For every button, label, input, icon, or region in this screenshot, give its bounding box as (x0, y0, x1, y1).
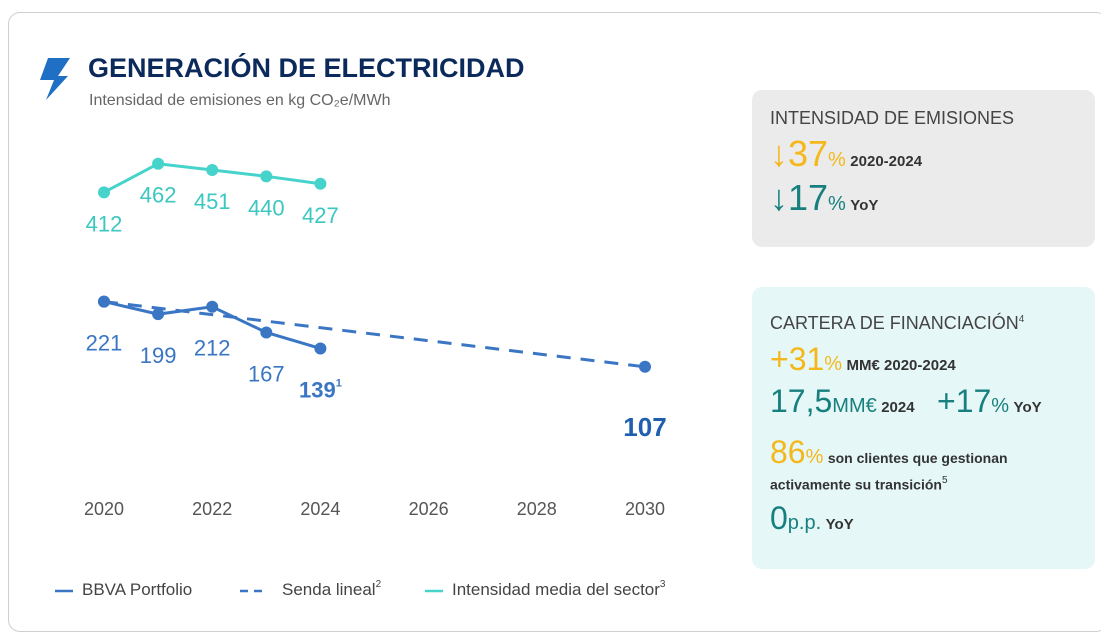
point (152, 308, 165, 321)
stat-unit: % (991, 395, 1010, 417)
page: GENERACIÓN DE ELECTRICIDAD Intensidad de… (8, 12, 1101, 632)
value-label-text: 221 (86, 330, 123, 355)
chart-title: GENERACIÓN DE ELECTRICIDAD (88, 52, 525, 83)
chart: GENERACIÓN DE ELECTRICIDAD Intensidad de… (40, 52, 667, 600)
stat-row: ↓17% YoY (770, 177, 1077, 219)
value-label: 221 (86, 330, 123, 355)
point (260, 170, 273, 183)
stat-text: son clientes que gestionan activamente s… (770, 450, 1008, 493)
stat-text: YoY (825, 516, 854, 534)
x-tick-label: 2022 (192, 499, 232, 519)
stat-row: +31% MM€ 2020-2024 (770, 342, 1077, 383)
stat-value: 0 (770, 500, 788, 537)
stat-value: ↓37 (770, 133, 829, 174)
stat-text: 2024 (881, 399, 915, 416)
financing-panel: CARTERA DE FINANCIACIÓN4 +31% MM€ 2020-2… (752, 287, 1095, 569)
value-label: 440 (248, 195, 285, 220)
x-tick-label: 2020 (84, 499, 124, 519)
stat-text: 2020-2024 (850, 153, 923, 170)
value-label: 1391 (299, 377, 342, 402)
point (98, 295, 110, 308)
footnote: 2 (376, 579, 382, 590)
value-label: 167 (248, 361, 285, 386)
x-tick-label: 2024 (300, 499, 340, 519)
value-label-text: 199 (140, 343, 177, 368)
value-label-text: 167 (248, 361, 285, 386)
bolt-icon (40, 58, 70, 100)
value-label-text: 451 (194, 189, 231, 214)
stat-row: 0p.p. YoY (770, 500, 1077, 537)
value-label: 199 (140, 343, 177, 368)
stat-row: 17,5MM€ 2024 +17% YoY (770, 383, 1077, 425)
legend-label: BBVA Portfolio (82, 580, 192, 599)
stat-value-text: +17 (937, 383, 992, 419)
stat-value: 86 (770, 434, 806, 470)
value-label: 107 (623, 412, 666, 442)
value-label-text: 107 (623, 412, 666, 442)
point (98, 186, 110, 199)
stat-row: 86% son clientes que gestionan activamen… (770, 436, 1077, 496)
value-label: 212 (194, 336, 231, 361)
stat-unit: % (805, 446, 824, 468)
point (152, 157, 165, 170)
value-label-text: 427 (302, 203, 339, 228)
legend-text: BBVA Portfolio (82, 580, 192, 599)
legend-text: Intensidad media del sector (452, 580, 660, 599)
series-line (103, 300, 646, 369)
footnote: 4 (1018, 314, 1025, 325)
value-label-text: 212 (194, 336, 231, 361)
chart-subtitle: Intensidad de emisiones en kg CO₂e/MWh (89, 92, 390, 109)
stat-text: MM€ 2020-2024 (846, 357, 956, 374)
point (314, 342, 327, 355)
footnote: 3 (660, 579, 666, 590)
x-tick-label: 2026 (409, 499, 449, 519)
legend-label: Intensidad media del sector3 (452, 579, 666, 600)
value-label-text: 139 (299, 377, 336, 402)
stat-unit: % (828, 149, 846, 171)
legend-text: Senda lineal (282, 580, 376, 599)
panel-title-text: CARTERA DE FINANCIACIÓN (770, 313, 1019, 333)
panel-title: INTENSIDAD DE EMISIONES (770, 108, 1015, 128)
x-tick-label: 2030 (625, 499, 665, 519)
point (206, 164, 219, 177)
legend-label: Senda lineal2 (282, 579, 382, 600)
stat-value: +31 (770, 341, 825, 377)
value-label: 412 (86, 211, 123, 236)
stat-text: YoY (850, 197, 879, 214)
stat-value: 17,5 (770, 383, 833, 419)
stat-unit: % (828, 193, 846, 215)
point (639, 360, 651, 373)
panel-title: CARTERA DE FINANCIACIÓN4 (770, 313, 1077, 334)
stat-unit: p.p. (787, 512, 822, 535)
value-label: 462 (140, 183, 177, 208)
footnote: 1 (336, 377, 342, 389)
stat-unit: MM€ (832, 395, 877, 417)
value-label-text: 440 (248, 195, 285, 220)
point (206, 300, 219, 313)
point (260, 326, 273, 339)
stat-text: YoY (1013, 399, 1042, 416)
value-label: 427 (302, 203, 339, 228)
stat-unit: % (824, 353, 843, 375)
stat-row: ↓37% 2020-2024 (770, 133, 1077, 175)
x-tick-label: 2028 (517, 499, 557, 519)
footnote: 5 (941, 475, 948, 486)
stat-value: ↓17 (770, 177, 829, 218)
emissions-panel: INTENSIDAD DE EMISIONES ↓37% 2020-2024 ↓… (752, 90, 1095, 247)
point (314, 177, 327, 190)
value-label-text: 462 (140, 183, 177, 208)
stat-value: +17 (937, 379, 991, 420)
value-label: 451 (194, 189, 231, 214)
value-label-text: 412 (86, 211, 123, 236)
